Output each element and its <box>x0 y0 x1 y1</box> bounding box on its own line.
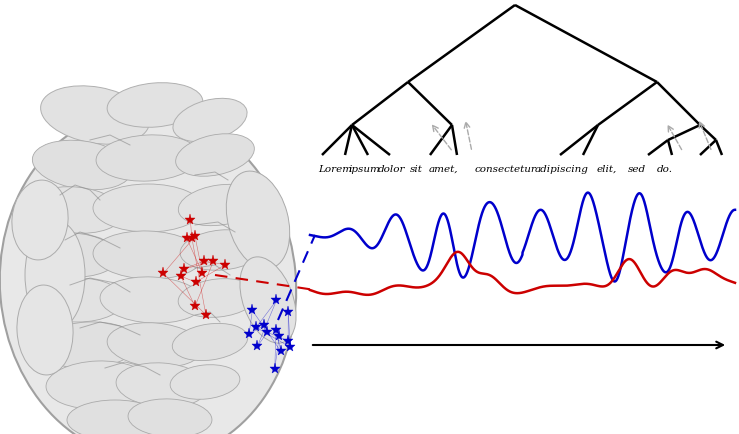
Ellipse shape <box>26 233 118 277</box>
Text: elit,: elit, <box>597 165 617 174</box>
Ellipse shape <box>240 257 296 343</box>
Ellipse shape <box>180 230 264 270</box>
Text: sit: sit <box>409 165 423 174</box>
Text: sed: sed <box>628 165 646 174</box>
Ellipse shape <box>33 140 132 190</box>
Ellipse shape <box>67 400 163 434</box>
Ellipse shape <box>93 184 203 232</box>
Ellipse shape <box>93 231 203 279</box>
Text: consectetur: consectetur <box>475 165 537 174</box>
Text: adipiscing: adipiscing <box>535 165 589 174</box>
Ellipse shape <box>41 86 149 144</box>
Ellipse shape <box>128 399 212 434</box>
Ellipse shape <box>46 361 150 409</box>
Ellipse shape <box>178 184 262 226</box>
Ellipse shape <box>100 277 204 323</box>
Ellipse shape <box>170 365 240 399</box>
Ellipse shape <box>25 220 85 330</box>
Ellipse shape <box>96 135 200 181</box>
Ellipse shape <box>17 285 73 375</box>
Text: Lorem: Lorem <box>318 165 352 174</box>
Ellipse shape <box>38 322 138 368</box>
Text: do.: do. <box>657 165 673 174</box>
Ellipse shape <box>116 363 208 407</box>
Ellipse shape <box>0 110 296 434</box>
Ellipse shape <box>107 83 203 127</box>
Text: dolor: dolor <box>378 165 406 174</box>
Text: ipsum: ipsum <box>348 165 380 174</box>
Ellipse shape <box>27 187 123 233</box>
Ellipse shape <box>12 180 68 260</box>
Ellipse shape <box>176 134 254 176</box>
Ellipse shape <box>107 323 203 367</box>
Ellipse shape <box>32 278 124 322</box>
Ellipse shape <box>173 99 247 141</box>
Text: amet,: amet, <box>428 165 457 174</box>
Ellipse shape <box>178 279 258 317</box>
Ellipse shape <box>226 171 290 269</box>
Ellipse shape <box>172 323 248 361</box>
